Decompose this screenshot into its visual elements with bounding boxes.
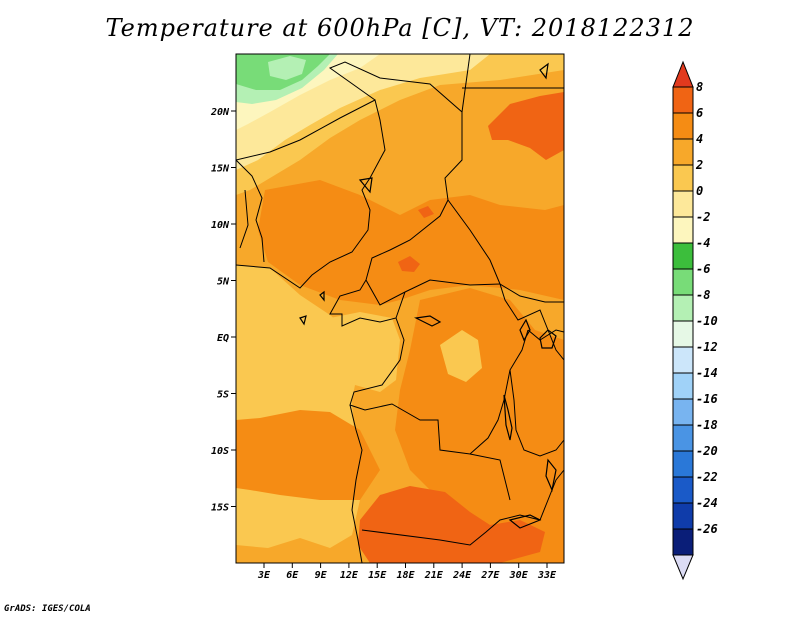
colorbar: 8 6 4 2 0 -2 -4 -6 -8 -10 -12 -14 -16 -18 -20 -22 -24 -26: [672, 60, 718, 581]
lon-label: 24E: [452, 570, 472, 581]
colorbar-segment: [672, 372, 694, 400]
colorbar-segment: [672, 320, 694, 348]
field-0-2-central: [330, 312, 400, 392]
lon-label: 9E: [315, 570, 328, 581]
colorbar-label: -24: [696, 496, 718, 510]
map-title: Temperature at 600hPa [C], VT: 201812231…: [105, 14, 695, 42]
colorbar-segment: [672, 294, 694, 322]
colorbar-segment: [672, 398, 694, 426]
lat-label: 15N: [211, 164, 230, 175]
colorbar-segment: [672, 112, 694, 140]
country-borders: [236, 54, 564, 563]
colorbar-label: -22: [696, 470, 718, 484]
field-6-8-spot2: [418, 206, 434, 218]
colorbar-cap-top: [672, 60, 694, 88]
field-6-8-spot: [398, 256, 420, 272]
colorbar-label: -26: [696, 522, 718, 536]
colorbar-segment: [672, 528, 694, 556]
lat-label: 10S: [211, 446, 229, 457]
colorbar-segment: [672, 216, 694, 244]
lon-label: 18E: [396, 570, 415, 581]
map-frame: [235, 53, 565, 564]
colorbar-segment: [672, 346, 694, 374]
colorbar-segment: [672, 268, 694, 296]
colorbar-segment: [672, 164, 694, 192]
colorbar-label: -4: [696, 236, 710, 250]
colorbar-segment: [672, 502, 694, 530]
colorbar-label: -10: [696, 314, 718, 328]
colorbar-label: -14: [696, 366, 718, 380]
colorbar-segment: [672, 138, 694, 166]
colorbar-cap-bottom: [672, 554, 694, 581]
lon-label: 30E: [509, 570, 529, 581]
colorbar-label: -2: [696, 210, 710, 224]
colorbar-segment: [672, 242, 694, 270]
lat-label: 20N: [210, 107, 230, 118]
field-neg10-neg8: [268, 56, 306, 80]
colorbar-segment: [672, 86, 694, 114]
lon-label: 33E: [537, 570, 557, 581]
colorbar-segment: [672, 476, 694, 504]
colorbar-segment: [672, 190, 694, 218]
lon-label: 12E: [340, 570, 359, 581]
lon-label: 3E: [257, 570, 271, 581]
colorbar-label: 4: [696, 132, 703, 146]
colorbar-label: -18: [696, 418, 718, 432]
lakes: [299, 62, 557, 529]
lat-label: 15S: [211, 503, 229, 514]
colorbar-label: -20: [696, 444, 718, 458]
lat-label: EQ: [217, 333, 229, 344]
longitude-axis: 3E 6E 9E 12E 15E 18E 21E 24E 27E 30E 33E: [257, 563, 557, 581]
colorbar-label: 0: [696, 184, 703, 198]
field-6-8-northeast: [488, 92, 564, 160]
lat-label: 5S: [217, 390, 229, 401]
colorbar-label: 8: [696, 80, 703, 94]
field-4-6-southwest: [236, 410, 380, 500]
colorbar-label: 6: [696, 106, 703, 120]
lat-label: 10N: [211, 220, 230, 231]
colorbar-label: -6: [696, 262, 710, 276]
grads-credit: GrADS: IGES/COLA: [4, 604, 91, 614]
colorbar-label: -8: [696, 288, 710, 302]
lon-label: 15E: [368, 570, 387, 581]
lon-label: 6E: [286, 570, 299, 581]
lat-label: 5N: [217, 277, 230, 288]
field-4-6-central: [258, 180, 564, 305]
lon-label: 21E: [424, 570, 444, 581]
field-0-2-patch: [440, 330, 482, 382]
lon-label: 27E: [480, 570, 500, 581]
field-6-8-south: [358, 486, 545, 563]
latitude-axis: 20N 15N 10N 5N EQ 5S 10S 15S: [210, 107, 236, 514]
colorbar-label: 2: [695, 158, 703, 172]
colorbar-label: -16: [696, 392, 718, 406]
colorbar-segment: [672, 450, 694, 478]
colorbar-segment: [672, 424, 694, 452]
colorbar-label: -12: [696, 340, 718, 354]
